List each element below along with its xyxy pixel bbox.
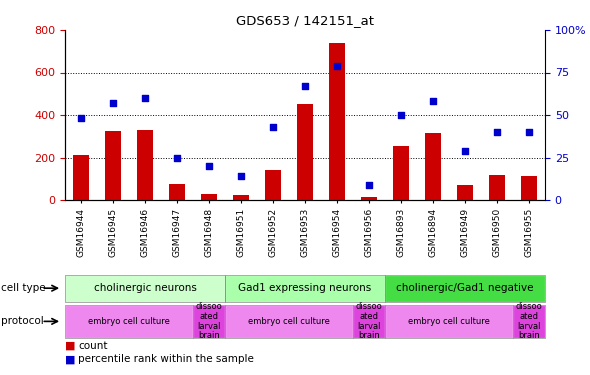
Text: count: count [78, 340, 107, 351]
Text: ■: ■ [65, 340, 76, 351]
Text: embryo cell culture: embryo cell culture [248, 317, 330, 326]
Text: Gad1 expressing neurons: Gad1 expressing neurons [238, 283, 372, 293]
Bar [361, 197, 377, 200]
Point [76, 116, 86, 122]
Bar [297, 104, 313, 200]
Bar [233, 195, 249, 200]
Text: cholinergic/Gad1 negative: cholinergic/Gad1 negative [396, 283, 534, 293]
Bar [169, 184, 185, 200]
Bar [201, 194, 217, 200]
Text: cholinergic neurons: cholinergic neurons [94, 283, 196, 293]
Title: GDS653 / 142151_at: GDS653 / 142151_at [236, 15, 374, 27]
Point [204, 163, 214, 169]
Point [332, 63, 342, 69]
Text: dissoo
ated
larval
brain: dissoo ated larval brain [356, 302, 382, 340]
Bar [457, 185, 473, 200]
Text: dissoo
ated
larval
brain: dissoo ated larval brain [516, 302, 542, 340]
Point [364, 182, 373, 188]
Point [492, 129, 502, 135]
Bar [265, 170, 281, 200]
Point [460, 148, 470, 154]
Point [236, 173, 245, 179]
Text: embryo cell culture: embryo cell culture [88, 317, 170, 326]
Bar [105, 131, 121, 200]
Bar [137, 130, 153, 200]
Text: protocol: protocol [1, 316, 44, 326]
Text: percentile rank within the sample: percentile rank within the sample [78, 354, 254, 364]
Point [268, 124, 278, 130]
Bar [425, 133, 441, 200]
Point [396, 112, 406, 118]
Point [109, 100, 118, 106]
Point [172, 154, 182, 160]
Bar [521, 176, 537, 200]
Bar [329, 43, 345, 200]
Point [525, 129, 534, 135]
Bar [73, 155, 89, 200]
Point [140, 95, 150, 101]
Text: cell type: cell type [1, 283, 46, 293]
Text: ■: ■ [65, 354, 76, 364]
Point [300, 83, 310, 89]
Text: dissoo
ated
larval
brain: dissoo ated larval brain [196, 302, 222, 340]
Bar [489, 174, 505, 200]
Point [428, 98, 438, 104]
Bar [393, 146, 409, 200]
Text: embryo cell culture: embryo cell culture [408, 317, 490, 326]
